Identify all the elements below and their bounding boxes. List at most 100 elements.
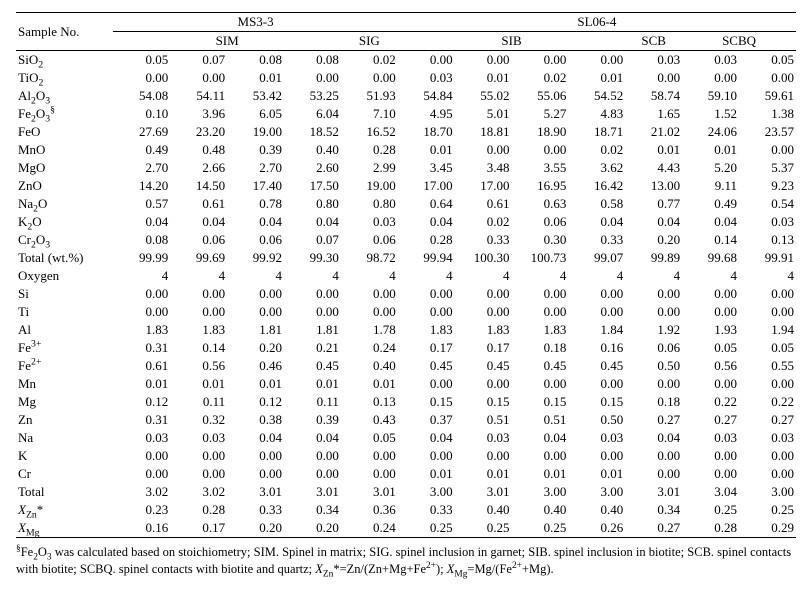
cell: 0.00 [682,303,739,321]
cell: 0.46 [227,357,284,375]
row-label: Fe2+ [16,357,113,375]
cell: 0.06 [625,339,682,357]
cell: 0.01 [341,375,398,393]
cell: 0.24 [341,519,398,538]
cell: 0.01 [512,465,569,483]
cell: 2.70 [113,159,170,177]
cell: 0.17 [455,339,512,357]
cell: 0.78 [227,195,284,213]
cell: 4 [682,267,739,285]
row-label: K [16,447,113,465]
cell: 0.22 [739,393,796,411]
cell: 0.36 [341,501,398,519]
cell: 3.01 [625,483,682,501]
header-subgroup: SIM [113,32,341,51]
cell: 0.33 [227,501,284,519]
cell: 0.64 [398,195,455,213]
cell: 0.03 [739,429,796,447]
table-row: Si0.000.000.000.000.000.000.000.000.000.… [16,285,796,303]
table-row: Al2O354.0854.1153.4253.2551.9354.8455.02… [16,87,796,105]
cell: 98.72 [341,249,398,267]
row-label: MnO [16,141,113,159]
cell: 14.50 [170,177,227,195]
cell: 2.70 [227,159,284,177]
cell: 0.04 [625,213,682,231]
cell: 0.45 [512,357,569,375]
cell: 0.08 [284,51,341,70]
cell: 0.15 [398,393,455,411]
table-row: Na0.030.030.040.040.050.040.030.040.030.… [16,429,796,447]
cell: 0.12 [113,393,170,411]
cell: 4 [512,267,569,285]
row-label: FeO [16,123,113,141]
cell: 0.05 [739,51,796,70]
cell: 1.83 [170,321,227,339]
cell: 99.69 [170,249,227,267]
cell: 0.15 [568,393,625,411]
cell: 0.34 [625,501,682,519]
cell: 1.83 [455,321,512,339]
row-label: Na [16,429,113,447]
cell: 0.24 [341,339,398,357]
table-row: TiO20.000.000.010.000.000.030.010.020.01… [16,69,796,87]
row-label: Si [16,285,113,303]
cell: 0.01 [398,465,455,483]
cell: 0.49 [682,195,739,213]
cell: 0.00 [227,447,284,465]
cell: 0.11 [284,393,341,411]
cell: 0.14 [682,231,739,249]
cell: 4.95 [398,105,455,123]
cell: 0.00 [113,285,170,303]
cell: 0.04 [170,213,227,231]
table-row: Fe2+0.610.560.460.450.400.450.450.450.45… [16,357,796,375]
cell: 0.04 [227,213,284,231]
cell: 0.00 [455,447,512,465]
cell: 0.00 [682,69,739,87]
cell: 0.04 [568,213,625,231]
cell: 4 [625,267,682,285]
cell: 0.04 [227,429,284,447]
cell: 4 [739,267,796,285]
cell: 0.02 [512,69,569,87]
cell: 99.68 [682,249,739,267]
cell: 0.54 [739,195,796,213]
cell: 0.40 [341,357,398,375]
cell: 0.11 [170,393,227,411]
cell: 0.04 [398,213,455,231]
cell: 0.06 [512,213,569,231]
cell: 0.00 [170,69,227,87]
cell: 0.00 [568,51,625,70]
cell: 16.95 [512,177,569,195]
cell: 0.02 [455,213,512,231]
cell: 0.00 [568,447,625,465]
cell: 0.27 [625,411,682,429]
cell: 0.00 [739,141,796,159]
cell: 0.05 [341,429,398,447]
cell: 0.55 [739,357,796,375]
cell: 0.00 [625,69,682,87]
cell: 0.51 [512,411,569,429]
cell: 16.42 [568,177,625,195]
cell: 0.01 [170,375,227,393]
table-row: Na2O0.570.610.780.800.800.640.610.630.58… [16,195,796,213]
row-label: ZnO [16,177,113,195]
table-row: XMg0.160.170.200.200.240.250.250.250.260… [16,519,796,538]
cell: 0.33 [568,231,625,249]
cell: 0.20 [625,231,682,249]
cell: 0.00 [284,285,341,303]
cell: 0.00 [170,447,227,465]
cell: 0.00 [341,285,398,303]
cell: 0.16 [568,339,625,357]
cell: 0.03 [455,429,512,447]
cell: 0.01 [398,141,455,159]
cell: 18.81 [455,123,512,141]
cell: 14.20 [113,177,170,195]
cell: 0.04 [113,213,170,231]
cell: 0.00 [625,447,682,465]
cell: 0.56 [682,357,739,375]
cell: 0.00 [739,303,796,321]
cell: 0.12 [227,393,284,411]
cell: 99.07 [568,249,625,267]
cell: 0.04 [284,213,341,231]
table-row: MnO0.490.480.390.400.280.010.000.000.020… [16,141,796,159]
